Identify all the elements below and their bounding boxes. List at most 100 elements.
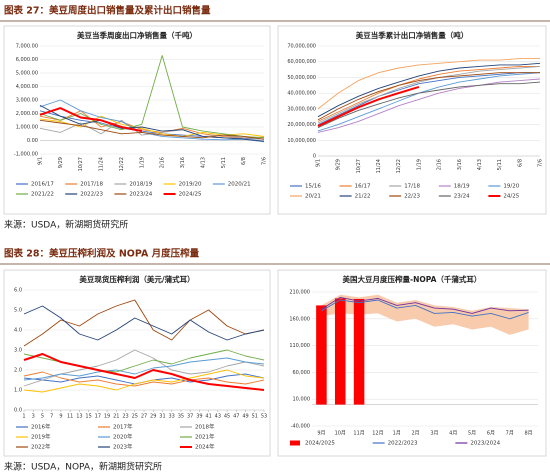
x-tick-label: 1/19 [139, 157, 145, 168]
x-tick-label: 6/8 [241, 157, 247, 165]
series-line [23, 353, 265, 391]
x-tick-label: 31 [159, 414, 165, 420]
series-line [317, 72, 540, 126]
figure-header: 图表 28：美豆压榨利润及 NOPA 月度压榨量 [4, 248, 200, 260]
x-tick-label: 53 [261, 414, 267, 420]
series-line [317, 72, 541, 132]
series-line [23, 357, 265, 381]
y-tick-label: 0.00 [27, 138, 38, 144]
legend-label: 2020年 [113, 433, 133, 441]
legend-label: 2023年 [113, 443, 133, 451]
y-tick-label: 30,000,000 [287, 106, 316, 112]
x-tick-label: 10/27 [356, 159, 362, 173]
x-tick-label: 51 [252, 414, 258, 420]
y-tick-label: -1,000.00 [14, 152, 38, 158]
x-tick-label: 15 [85, 414, 91, 420]
y-tick-label: 60,000 [293, 370, 311, 376]
legend-label: 2024/2025 [305, 441, 335, 447]
x-tick-label: 47 [233, 414, 239, 420]
series-line [317, 78, 541, 133]
series-line [39, 107, 142, 133]
x-tick-label: 39 [196, 414, 202, 420]
legend-label: 2019/20 [179, 182, 202, 188]
series-line [317, 62, 541, 118]
x-tick-label: 9/1 [316, 159, 322, 167]
legend-label: 2016年 [31, 423, 51, 431]
legend-label: 2018年 [195, 423, 215, 431]
legend-label: 2018/19 [129, 182, 152, 188]
series-line [23, 369, 265, 393]
chart-title: 美国大豆月度压榨量-NOPA（千蒲式耳） [343, 274, 482, 284]
x-tick-label: 9/29 [336, 159, 342, 170]
y-tick-label: -40,000 [291, 424, 310, 430]
y-tick-label: 2.0 [14, 368, 22, 374]
x-tick-label: 9/1 [38, 157, 44, 165]
x-tick-label: 7月 [506, 431, 514, 437]
chart-frame [277, 25, 547, 215]
x-tick-label: 37 [187, 414, 193, 420]
y-tick-label: 3,000.00 [16, 98, 38, 104]
series-line [23, 371, 265, 387]
x-tick-label: 45 [224, 414, 230, 420]
x-tick-label: 10/27 [78, 157, 84, 171]
x-tick-label: 19 [104, 414, 110, 420]
y-tick-label: 10,000,000 [287, 138, 316, 144]
x-tick-label: 2月 [411, 431, 419, 437]
y-tick-label: 5.0 [14, 308, 22, 314]
source-note: 来源：USDA，NOPA，新湖期货研究所 [4, 461, 162, 473]
legend-label: 2016/17 [31, 182, 54, 188]
series-line [39, 119, 265, 140]
bar [353, 298, 365, 405]
x-tick-label: 1/19 [416, 159, 422, 170]
source-note: 来源：USDA，新湖期货研究所 [4, 219, 128, 231]
x-tick-label: 11月 [353, 431, 364, 437]
x-tick-label: 7/6 [262, 157, 268, 165]
x-tick-label: 12月 [372, 431, 383, 437]
x-tick-label: 11/24 [376, 159, 382, 173]
series-line [23, 305, 265, 341]
x-tick-label: 2/16 [437, 159, 443, 170]
chart-title: 美豆现货压榨利润（美元/蒲式耳） [79, 274, 194, 284]
y-tick-label: 5,000.00 [16, 71, 38, 77]
figure-header: 图表 27：美豆周度出口销售量及累计出口销售量 [4, 5, 211, 17]
y-tick-label: 20,000,000 [287, 122, 316, 128]
x-tick-label: 3 [32, 414, 35, 420]
legend-label: 2024年 [195, 443, 215, 451]
series-line [317, 65, 541, 124]
y-tick-label: 40,000,000 [287, 91, 316, 97]
x-tick-label: 5月 [468, 431, 476, 437]
y-tick-label: 1,000.00 [16, 125, 38, 131]
x-tick-label: 7 [50, 414, 53, 420]
x-tick-label: 3/16 [180, 157, 186, 168]
y-tick-label: 70,000,000 [287, 44, 316, 50]
x-tick-label: 1 [22, 414, 25, 420]
legend-label: 2017年 [113, 423, 133, 431]
x-tick-label: 11 [67, 414, 73, 420]
x-tick-label: 6月 [487, 431, 495, 437]
legend-label: 23/24 [454, 194, 470, 200]
legend-label: 15/16 [305, 184, 321, 190]
x-tick-label: 17 [95, 414, 101, 420]
x-tick-label: 29 [150, 414, 156, 420]
y-tick-label: 110,000 [289, 343, 310, 349]
series-line [317, 72, 540, 121]
x-tick-label: 4/13 [200, 157, 206, 168]
legend-label: 18/19 [454, 184, 470, 190]
legend-label: 21/22 [355, 194, 371, 200]
x-tick-label: 2/16 [160, 157, 166, 168]
legend-label: 2023/2024 [470, 441, 500, 447]
legend-label: 2017/18 [80, 182, 103, 188]
series-line [39, 105, 265, 142]
legend-label: 2022/2023 [388, 441, 418, 447]
legend-label: 2020/21 [228, 182, 251, 188]
y-tick-label: 2,000.00 [16, 111, 38, 117]
series-line [317, 81, 541, 129]
x-tick-label: 49 [242, 414, 248, 420]
x-tick-label: 12/22 [396, 159, 402, 173]
series-line [317, 58, 540, 110]
range-band [321, 294, 529, 335]
x-tick-label: 8月 [524, 431, 532, 437]
x-tick-label: 5/11 [497, 159, 503, 170]
bar [316, 305, 327, 405]
